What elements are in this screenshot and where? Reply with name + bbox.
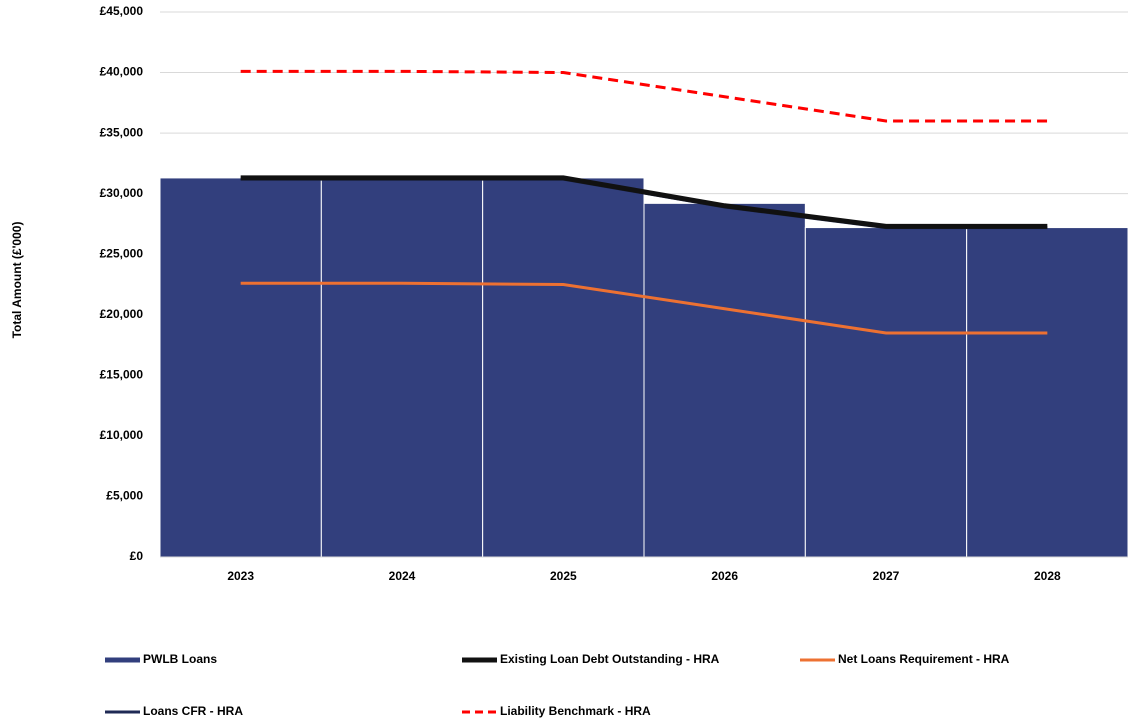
y-tick-label: £5,000 <box>106 489 143 503</box>
bar <box>159 177 322 558</box>
legend-label: Existing Loan Debt Outstanding - HRA <box>500 652 720 666</box>
y-tick-label: £45,000 <box>100 4 144 18</box>
y-tick-label: £40,000 <box>100 65 144 79</box>
bar <box>804 227 968 558</box>
legend-label: Net Loans Requirement - HRA <box>838 652 1010 666</box>
y-tick-label: £0 <box>130 549 144 563</box>
y-tick-label: £15,000 <box>100 368 144 382</box>
y-tick-label: £10,000 <box>100 428 144 442</box>
y-tick-label: £30,000 <box>100 186 144 200</box>
line-series <box>240 281 1048 335</box>
x-tick-label: 2023 <box>227 569 254 583</box>
y-tick-label: £25,000 <box>100 246 144 260</box>
y-axis-label: Total Amount (£'000) <box>10 222 24 339</box>
bar <box>643 202 806 558</box>
x-tick-label: 2026 <box>711 569 738 583</box>
x-tick-label: 2027 <box>873 569 900 583</box>
bar <box>966 227 1129 558</box>
line-series <box>240 175 1048 229</box>
line-series <box>240 69 1048 123</box>
bar <box>482 177 645 558</box>
y-tick-label: £20,000 <box>100 307 144 321</box>
legend-label: Liability Benchmark - HRA <box>500 704 651 718</box>
legend-label: PWLB Loans <box>143 652 217 666</box>
x-tick-label: 2025 <box>550 569 577 583</box>
x-tick-label: 2028 <box>1034 569 1061 583</box>
y-tick-label: £35,000 <box>100 125 144 139</box>
legend-label: Loans CFR - HRA <box>143 704 243 718</box>
x-tick-label: 2024 <box>389 569 416 583</box>
bar <box>320 177 484 558</box>
